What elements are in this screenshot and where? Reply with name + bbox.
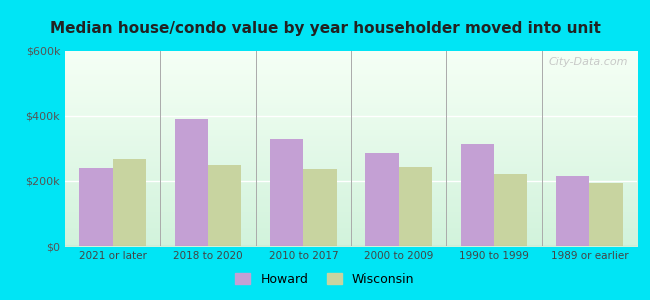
- Bar: [365, 153, 398, 246]
- Bar: [175, 119, 208, 246]
- Bar: [112, 159, 146, 246]
- Bar: [556, 176, 590, 246]
- Bar: [208, 165, 241, 246]
- Legend: Howard, Wisconsin: Howard, Wisconsin: [231, 268, 419, 291]
- Bar: [270, 139, 304, 246]
- Bar: [304, 169, 337, 246]
- Text: City-Data.com: City-Data.com: [549, 57, 629, 67]
- Bar: [398, 167, 432, 246]
- Bar: [461, 144, 494, 246]
- Bar: [590, 183, 623, 246]
- Bar: [79, 168, 112, 246]
- Text: Median house/condo value by year householder moved into unit: Median house/condo value by year househo…: [49, 21, 601, 36]
- Bar: [494, 174, 527, 246]
